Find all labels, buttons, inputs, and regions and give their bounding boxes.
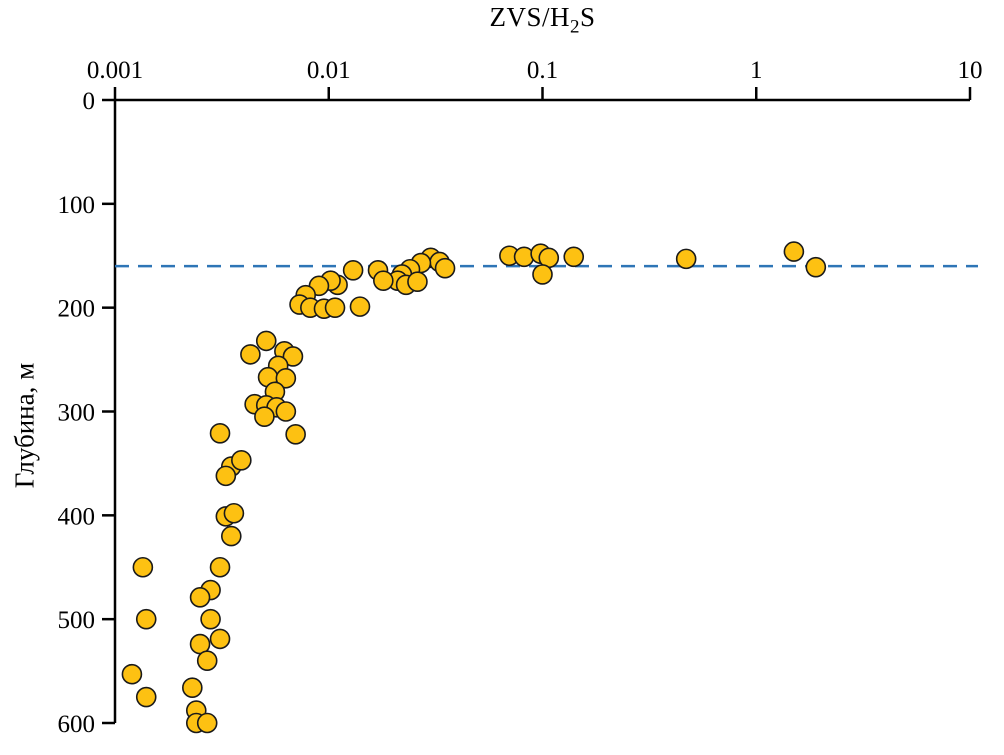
data-point — [196, 650, 218, 672]
data-point — [209, 423, 231, 444]
data-point — [434, 257, 456, 279]
y-tick-label: 200 — [58, 296, 96, 323]
x-tick-label: 0.01 — [307, 57, 351, 84]
y-tick-label: 600 — [58, 711, 96, 738]
data-point — [220, 525, 242, 547]
data-point — [182, 677, 203, 698]
data-point — [563, 246, 585, 268]
data-point — [373, 270, 394, 291]
data-point — [231, 450, 252, 471]
data-point — [275, 401, 297, 422]
data-point — [282, 346, 304, 367]
data-point — [255, 330, 277, 352]
data-point — [513, 246, 535, 268]
data-point — [285, 424, 306, 445]
data-point — [342, 259, 364, 281]
y-axis-label: Глубина, м — [9, 362, 40, 489]
data-point — [135, 686, 157, 708]
y-tick-label: 100 — [58, 192, 96, 219]
data-point — [783, 241, 805, 262]
data-point — [209, 556, 231, 578]
data-point — [121, 663, 143, 685]
data-point — [349, 296, 371, 317]
chart-title-tail: S — [579, 2, 596, 32]
data-point — [805, 256, 827, 278]
data-point — [196, 712, 218, 734]
data-point — [324, 297, 346, 318]
data-point — [200, 608, 221, 630]
data-point — [275, 367, 297, 389]
chart-title-main: ZVS/H — [489, 2, 570, 32]
x-tick-label: 10 — [958, 57, 983, 84]
y-tick-label: 500 — [58, 607, 96, 634]
data-point — [240, 344, 261, 365]
data-point — [532, 264, 553, 285]
chart-title: ZVS/H2S — [115, 2, 970, 38]
data-point — [132, 556, 154, 578]
x-tick-label: 0.1 — [527, 57, 558, 84]
data-point — [135, 608, 157, 630]
x-tick-label: 0.001 — [87, 57, 143, 84]
data-point — [254, 406, 275, 427]
data-point — [215, 465, 237, 487]
chart-title-subscript: 2 — [569, 16, 580, 38]
data-point — [209, 628, 231, 650]
x-tick-label: 1 — [750, 57, 763, 84]
data-point — [675, 248, 697, 270]
data-point — [223, 502, 245, 524]
y-tick-label: 0 — [83, 88, 96, 115]
data-point — [189, 587, 211, 608]
y-tick-label: 300 — [58, 400, 96, 427]
data-point — [407, 271, 428, 293]
y-tick-label: 400 — [58, 503, 96, 530]
